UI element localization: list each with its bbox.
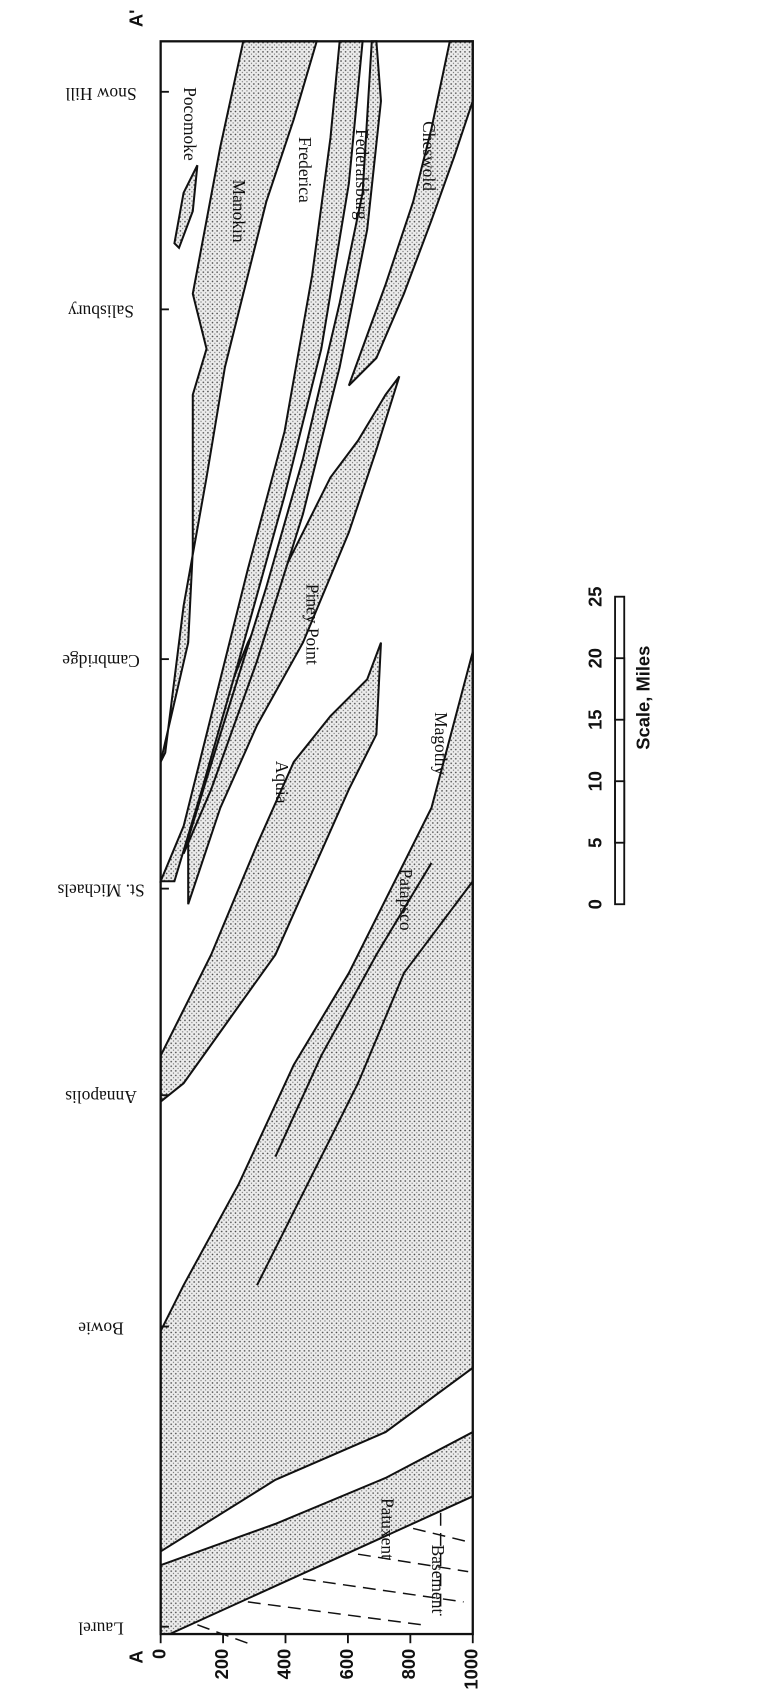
depth-tick-label: 200 <box>211 1649 232 1680</box>
section-end-label: A' <box>126 10 147 28</box>
unit-label: Pocomoke <box>180 87 200 161</box>
depth-tick-label: 800 <box>398 1649 419 1680</box>
unit-label: Aquia <box>272 761 292 804</box>
unit-label: Patuxent <box>378 1498 398 1559</box>
pocomoke-unit <box>174 165 197 248</box>
scale-tick-label: 15 <box>585 710 606 730</box>
unit-label: Manokin <box>229 180 249 243</box>
depth-tick-label: 0 <box>148 1649 169 1659</box>
unit-label: Basement <box>428 1545 448 1614</box>
depth-tick-label: 400 <box>273 1649 294 1680</box>
scale-tick-label: 20 <box>585 648 606 668</box>
locality-label: Snow Hill <box>65 84 136 104</box>
scale-bar-rect <box>615 597 624 905</box>
cross-section-figure: A' A Snow Hill Salisbury Cambridge St. Michae… <box>0 0 775 1701</box>
locality-label: Cambridge <box>62 651 140 671</box>
figure-body: A' A Snow Hill Salisbury Cambridge St. Michae… <box>57 10 653 1690</box>
scale-bar <box>615 597 624 905</box>
scale-tick-label: 0 <box>585 899 606 909</box>
locality-label: Laurel <box>78 1619 124 1639</box>
unit-label: Patapsco <box>396 869 416 931</box>
scale-tick-label: 10 <box>585 771 606 791</box>
unit-label: Piney Point <box>302 584 322 665</box>
locality-label: Salisbury <box>68 301 134 321</box>
locality-label: St. Michaels <box>57 881 144 901</box>
unit-label: Magothy <box>431 712 451 775</box>
scale-bar-rect <box>615 781 624 843</box>
depth-tick-label: 1000 <box>461 1649 482 1690</box>
scale-label: Scale, Miles <box>632 646 653 750</box>
unit-label: Cheswold <box>419 121 439 191</box>
section-start-label: A <box>126 1650 147 1663</box>
depth-tick-label: 600 <box>336 1649 357 1680</box>
locality-label: Annapolis <box>65 1087 137 1107</box>
strata <box>161 41 473 1634</box>
locality-label: Bowie <box>78 1319 124 1339</box>
scale-tick-label: 5 <box>585 838 606 848</box>
unit-label: Federalsburg <box>352 129 372 220</box>
scale-tick-label: 25 <box>585 586 606 606</box>
scale-bar-rect <box>615 658 624 720</box>
unit-label: Frederica <box>295 137 315 203</box>
